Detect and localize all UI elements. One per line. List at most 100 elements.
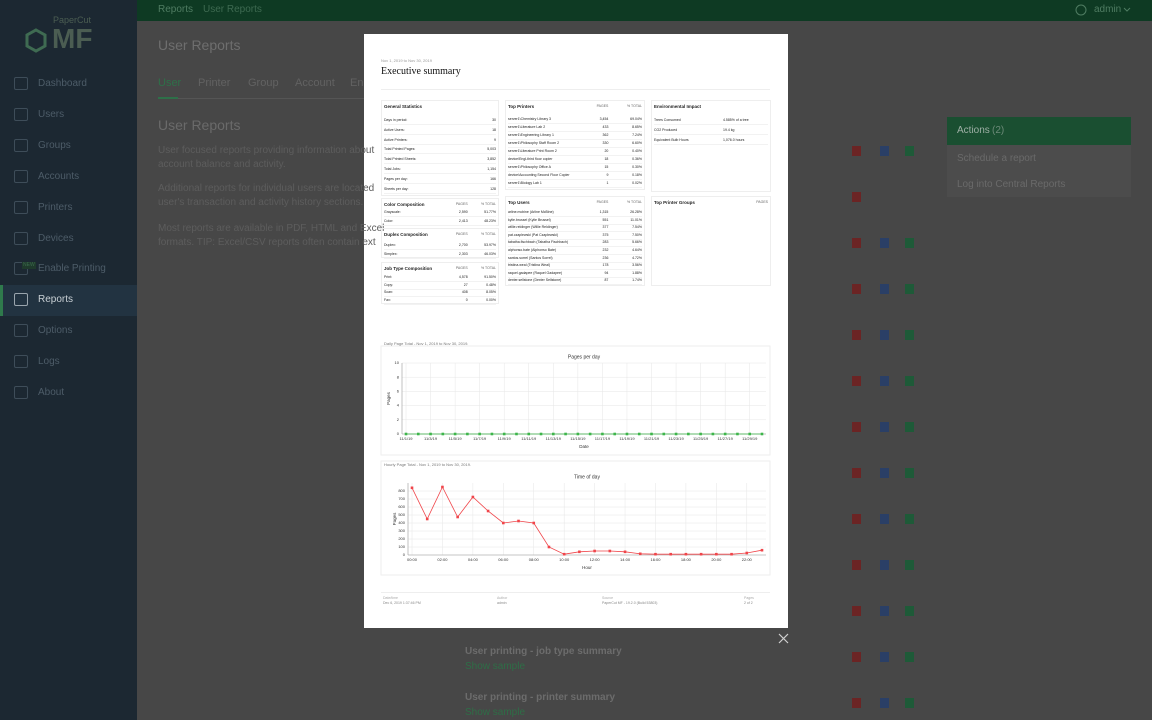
row-rule — [508, 171, 642, 172]
dropdown-icon[interactable] — [1123, 7, 1131, 12]
table-cell: 18 — [604, 157, 609, 161]
data-point — [441, 485, 444, 489]
help-icon[interactable] — [1075, 4, 1087, 16]
footer-value: admin — [497, 601, 507, 605]
table-cell: 178 — [602, 263, 609, 268]
table-header: PAGES — [596, 104, 609, 108]
data-point — [715, 552, 718, 556]
row-rule — [508, 238, 642, 240]
data-point — [650, 432, 653, 436]
nav-item[interactable]: Printers — [38, 201, 73, 213]
row-rule — [384, 124, 496, 125]
footer-rule — [381, 592, 770, 593]
table-cell: Active Users: — [384, 127, 405, 132]
x-tick-label: 11/3/19 — [424, 436, 438, 441]
x-tick-label: 11/7/19 — [473, 436, 487, 441]
x-tick-label: 11/13/19 — [546, 436, 562, 441]
user-menu[interactable]: admin — [1094, 4, 1122, 15]
breadcrumb-current: User Reports — [203, 4, 262, 15]
pdf-icon — [852, 192, 861, 202]
table-cell: Color: — [384, 218, 394, 223]
data-point — [578, 550, 581, 554]
table-cell: 1.88% — [632, 270, 642, 275]
table-cell: 5,003 — [487, 147, 496, 152]
table-cell: Duplex: — [384, 243, 396, 247]
x-axis-label: Hour — [582, 565, 592, 570]
data-point — [517, 519, 520, 523]
nav-item[interactable]: Dashboard — [38, 78, 87, 89]
breadcrumb-link[interactable]: Reports — [158, 4, 194, 15]
tab[interactable]: User — [158, 77, 182, 89]
table-cell: 4,578 — [458, 275, 468, 279]
y-tick-label: 0 — [397, 431, 400, 436]
y-axis-label: Pages — [392, 512, 397, 526]
nav-item[interactable]: Users — [38, 108, 65, 120]
data-point — [502, 432, 506, 436]
x-tick-label: 04:00 — [468, 557, 479, 562]
table-cell: 8.05% — [486, 290, 496, 295]
pdf-icon — [852, 468, 861, 478]
html-icon — [880, 284, 889, 294]
row-rule — [384, 192, 496, 194]
row-rule — [384, 296, 496, 297]
table-box — [651, 196, 771, 286]
table-cell: 1,315 — [599, 210, 609, 214]
nav-icon — [14, 107, 28, 121]
data-point — [564, 432, 567, 436]
nav-item[interactable]: Enable Printing — [38, 263, 106, 275]
x-tick-label: 20:00 — [711, 557, 722, 562]
table-cell: 46.03% — [484, 251, 496, 256]
table-cell: 3,454 — [599, 117, 609, 121]
action-link[interactable]: Schedule a report — [957, 153, 1036, 164]
show-sample-link[interactable]: Show sample — [465, 661, 526, 672]
nav-icon — [14, 169, 28, 183]
pdf-icon — [852, 560, 861, 570]
nav-item[interactable]: Logs — [38, 356, 60, 368]
table-box — [651, 100, 771, 192]
data-point — [736, 432, 739, 436]
table-header: PAGES — [596, 200, 609, 204]
data-point — [404, 432, 408, 436]
tab[interactable]: En — [350, 77, 364, 89]
nav-item[interactable]: Accounts — [38, 170, 80, 182]
report-title: User printing - job type summary — [465, 646, 622, 657]
table-cell: 3,852 — [487, 157, 496, 162]
data-point — [699, 552, 703, 556]
html-icon — [880, 146, 889, 156]
row-rule — [508, 155, 642, 156]
table-cell: santos.sorrel (Santos Sorrel) — [508, 255, 553, 260]
nav-item[interactable]: Options — [38, 325, 73, 337]
x-tick-label: 11/5/19 — [449, 436, 463, 441]
nav-item[interactable]: Devices — [38, 232, 74, 244]
nav-active-bg — [0, 285, 137, 317]
html-icon — [880, 376, 889, 386]
data-point — [638, 552, 642, 556]
nav-item[interactable]: About — [38, 387, 65, 398]
tab[interactable]: Printer — [198, 77, 231, 89]
row-rule — [384, 173, 496, 174]
tab[interactable]: Account — [295, 77, 335, 89]
x-tick-label: 11/9/19 — [498, 436, 512, 441]
nav-item[interactable]: Groups — [38, 139, 71, 151]
table-box — [381, 262, 499, 304]
table-title: Top Printer Groups — [654, 200, 695, 205]
pdf-icon — [852, 606, 861, 616]
nav-item[interactable]: Reports — [38, 294, 74, 306]
y-tick-label: 4 — [397, 403, 400, 408]
close-button[interactable] — [778, 633, 789, 644]
data-point — [654, 552, 657, 556]
row-rule — [508, 261, 642, 263]
nav-icon — [14, 231, 28, 245]
table-cell: 0.48% — [486, 282, 496, 287]
table-cell: 27 — [463, 282, 468, 287]
table-header: % TOTAL — [627, 104, 642, 108]
row-rule — [508, 139, 642, 140]
table-cell: 9 — [494, 137, 496, 142]
html-icon — [880, 468, 889, 478]
data-point — [601, 432, 604, 436]
show-sample-link[interactable]: Show sample — [465, 707, 526, 718]
tab[interactable]: Group — [248, 77, 279, 89]
table-cell: server1\Literature Lab 2 — [508, 125, 546, 129]
excel-icon — [905, 606, 914, 616]
action-link[interactable]: Log into Central Reports — [957, 179, 1066, 190]
